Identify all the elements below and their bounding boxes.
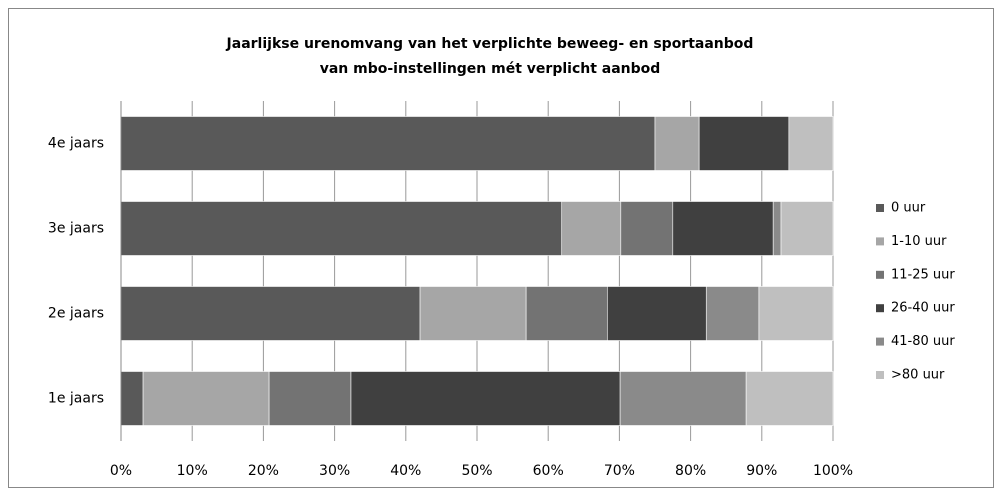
legend-swatch [876,237,884,246]
bar-segment [758,286,834,341]
x-tick-label: 0% [110,463,132,479]
legend-swatch [876,270,884,279]
y-tick-label: 4e jaars [48,136,104,152]
bar-segment [780,201,834,256]
chart-title: Jaarlijkse urenomvang van het verplichte… [226,36,754,52]
bar-segment [120,116,656,171]
legend-label: 11-25 uur [891,267,955,282]
bar-segment [120,371,144,426]
bar-segment [745,371,834,426]
x-tick-label: 100% [813,463,853,479]
x-tick-label: 50% [461,463,492,479]
bar-segment [788,116,834,171]
bar-segment [525,286,608,341]
bar-segment [619,371,747,426]
bar-segment [561,201,622,256]
x-tick-label: 90% [746,463,777,479]
chart-title: van mbo-instellingen mét verplicht aanbo… [320,61,661,77]
y-tick-label: 2e jaars [48,306,104,322]
y-tick-label: 1e jaars [48,391,104,407]
x-tick-label: 10% [177,463,208,479]
bar-segment [772,201,782,256]
legend-label: 26-40 uur [891,301,955,316]
bar-segment [120,201,563,256]
legend-swatch [876,304,884,313]
bar-segment [120,286,421,341]
bar-segment [620,201,674,256]
bar-segment [350,371,621,426]
legend-label: >80 uur [891,368,945,383]
bar-segment [419,286,527,341]
y-tick-label: 3e jaars [48,221,104,237]
legend-swatch [876,337,884,346]
bar-segment [142,371,270,426]
bar-segment [672,201,774,256]
x-tick-label: 70% [604,463,635,479]
bar-segment [268,371,352,426]
legend-label: 1-10 uur [891,234,947,249]
legend-label: 41-80 uur [891,334,955,349]
legend-swatch [876,204,884,212]
x-tick-label: 60% [533,463,564,479]
x-tick-label: 80% [675,463,706,479]
bar-segment [654,116,700,171]
x-tick-label: 30% [319,463,350,479]
bar-segment [705,286,760,341]
legend-swatch [876,371,884,379]
bar-segment [606,286,707,341]
x-tick-label: 40% [390,463,421,479]
legend-label: 0 uur [891,201,926,216]
bar-segment [698,116,790,171]
x-tick-label: 20% [248,463,279,479]
